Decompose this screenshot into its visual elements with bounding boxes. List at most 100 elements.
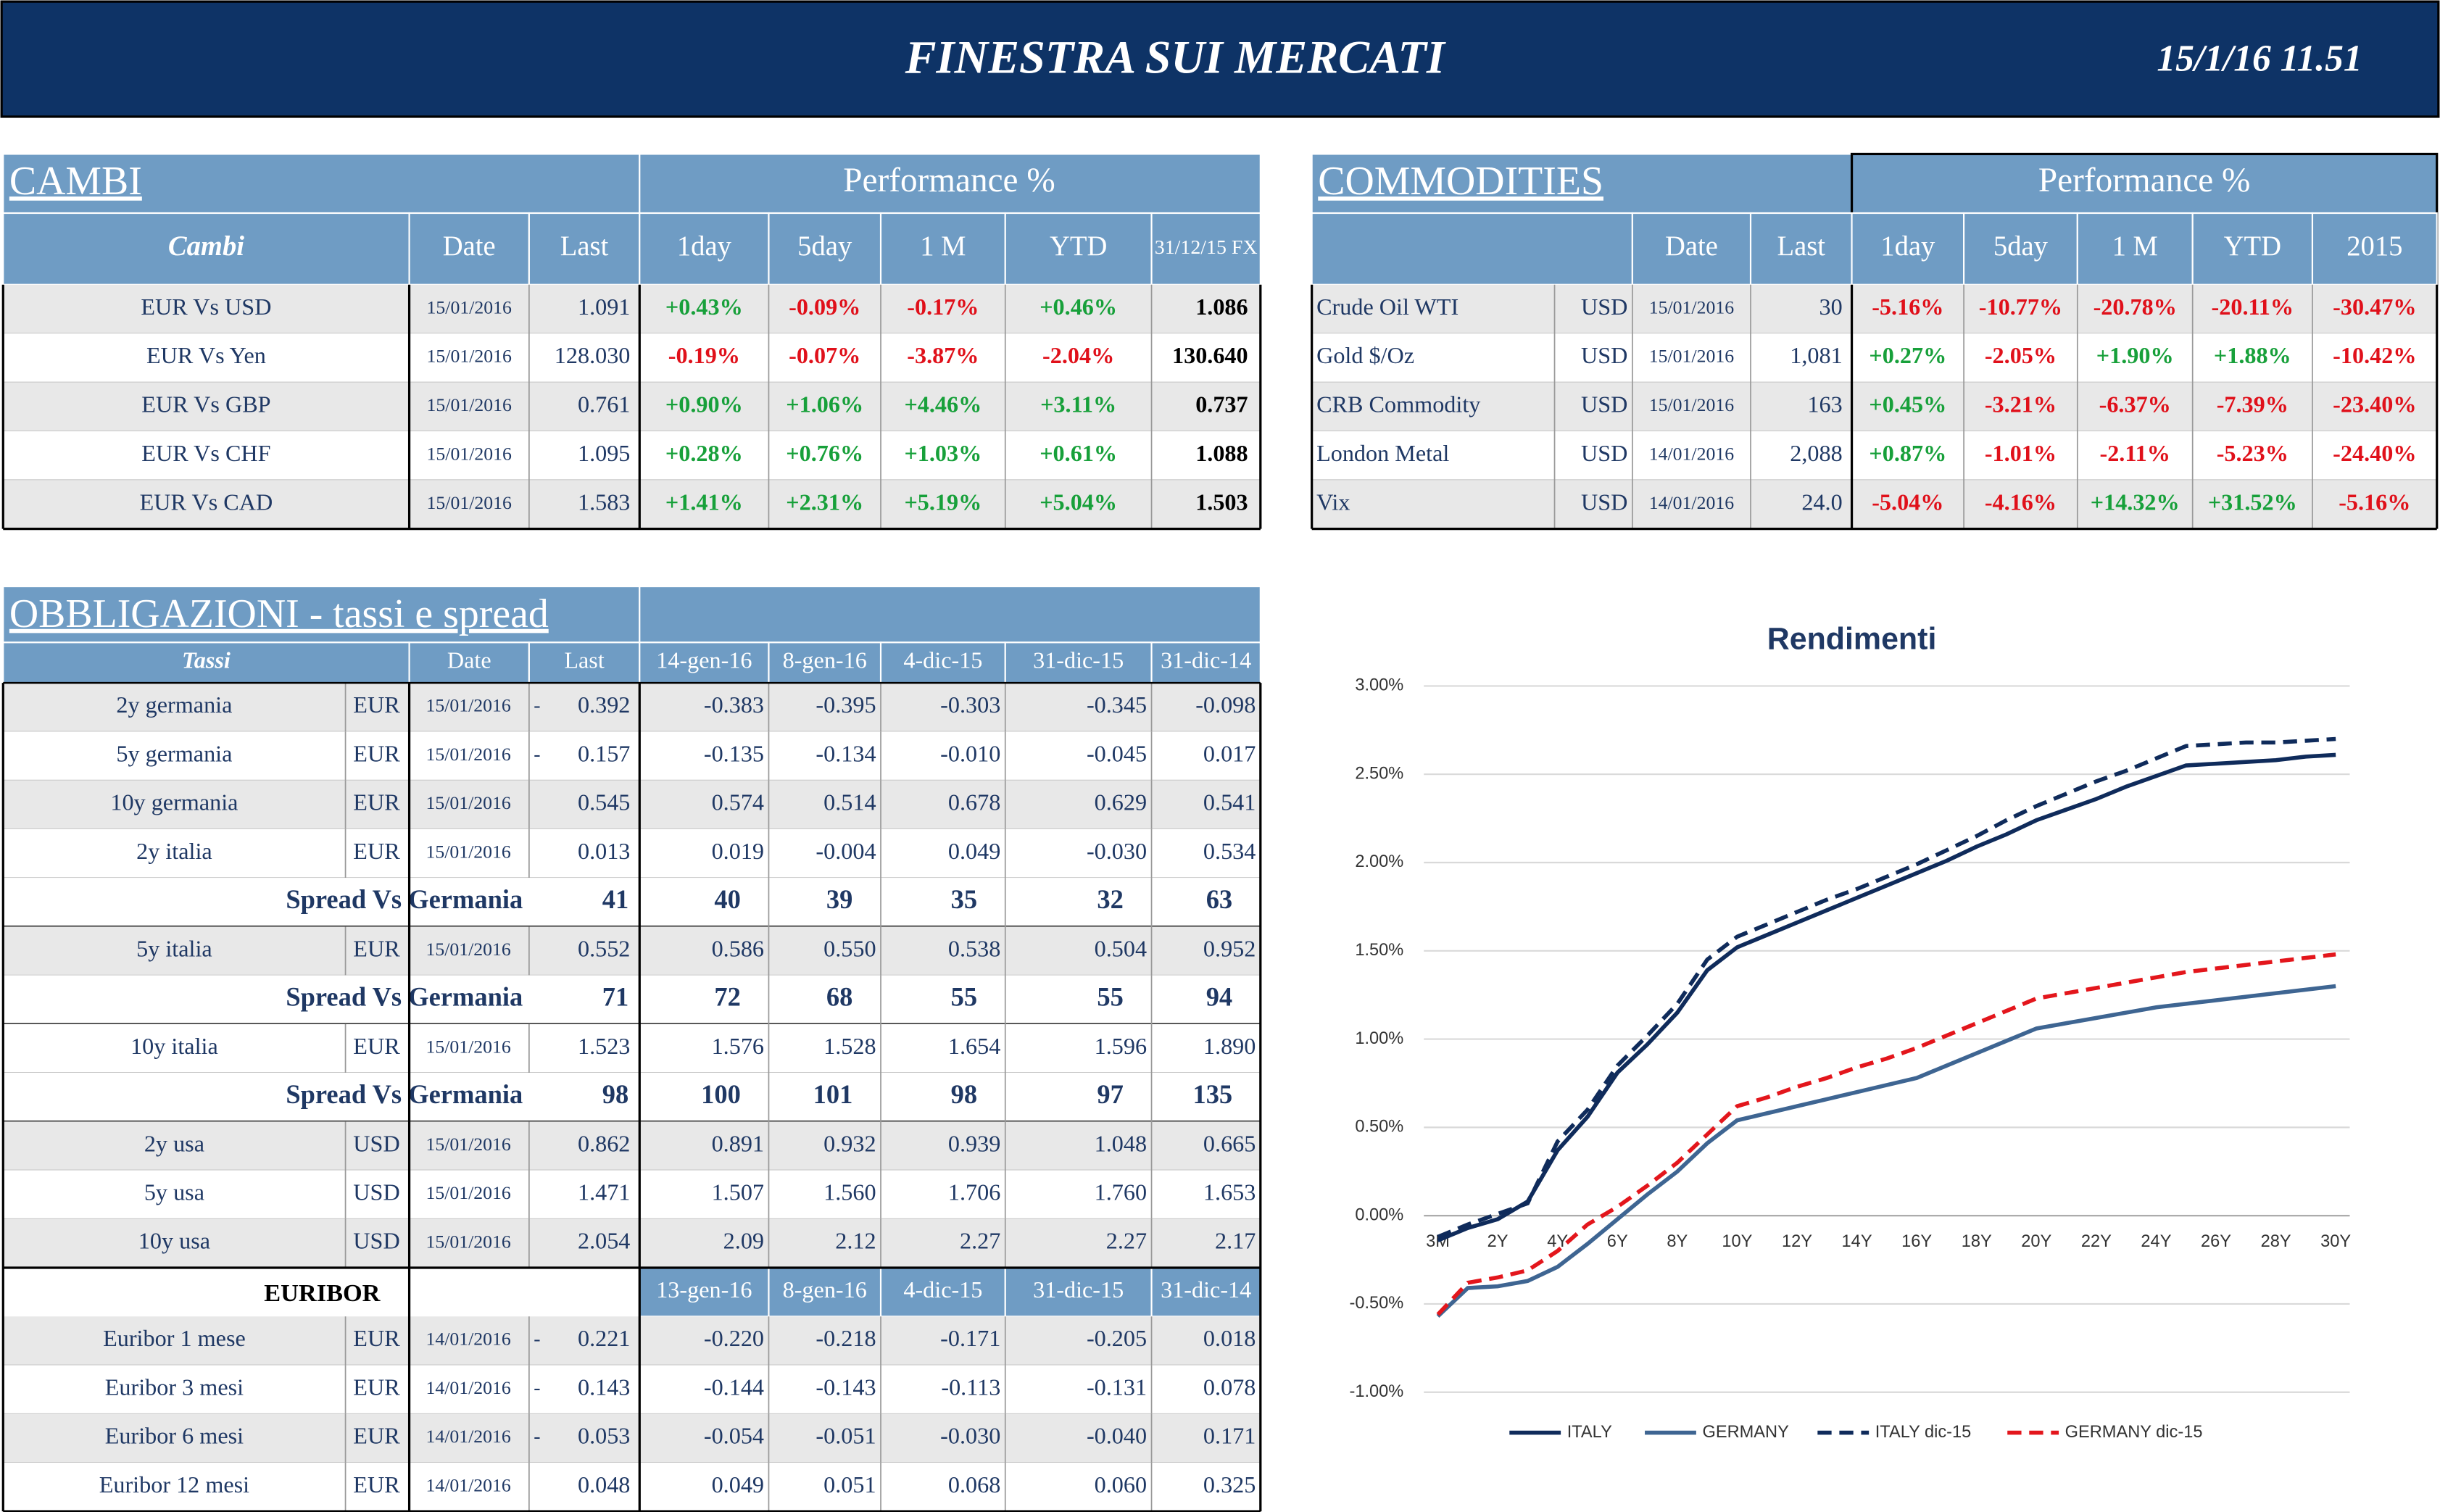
history-value: -0.218 [816, 1325, 876, 1351]
last: 2.054 [578, 1228, 630, 1254]
last: 0.048 [578, 1471, 630, 1498]
spread-history: 98 [951, 1079, 977, 1109]
column-header: Cambi [168, 231, 244, 262]
performance: +0.61% [1040, 440, 1117, 466]
currency: EUR [353, 789, 400, 815]
x-tick-label: 24Y [2141, 1232, 2171, 1251]
spread-history: 68 [826, 982, 852, 1012]
currency: USD [1581, 391, 1627, 418]
history-value: -0.098 [1195, 691, 1256, 718]
history-value: 0.325 [1203, 1471, 1256, 1498]
date: 15/01/2016 [426, 939, 510, 960]
pair-name: EUR Vs CHF [141, 440, 270, 466]
history-value: -0.131 [1087, 1374, 1147, 1400]
y-tick-label: 2.50% [1355, 764, 1403, 783]
row [3, 683, 1261, 732]
currency: USD [1581, 489, 1627, 515]
history-value: 0.629 [1095, 789, 1147, 815]
performance: +0.90% [665, 391, 743, 418]
history-value: 1.596 [1095, 1033, 1147, 1059]
performance: -5.23% [2217, 440, 2288, 466]
performance: +0.87% [1869, 440, 1946, 466]
spread-label: Spread Vs Germania [286, 982, 523, 1012]
legend-label: ITALY [1567, 1423, 1612, 1442]
date: 14/01/2016 [1649, 492, 1734, 513]
performance: -4.16% [1985, 489, 2057, 515]
last: 24.0 [1801, 489, 1842, 515]
legend-label: GERMANY dic-15 [2065, 1423, 2203, 1442]
history-value: 1.507 [712, 1179, 764, 1205]
instrument-name: 5y usa [144, 1179, 204, 1205]
sign: - [534, 1376, 540, 1399]
pair-name: EUR Vs Yen [146, 342, 266, 368]
currency: EUR [353, 1423, 400, 1449]
column-header: Date [443, 231, 496, 262]
row [3, 284, 1261, 334]
section-header [2, 586, 641, 644]
row [1311, 480, 2437, 529]
performance: +0.76% [786, 440, 863, 466]
column-header: 1day [1880, 231, 1935, 262]
x-tick-label: 26Y [2201, 1232, 2231, 1251]
currency: USD [353, 1228, 399, 1254]
history-value: 1.048 [1095, 1130, 1147, 1156]
performance: +1.41% [665, 489, 743, 515]
column-header: 31/12/15 FX [1155, 236, 1258, 259]
fx-value: 1.086 [1195, 294, 1248, 320]
y-tick-label: 1.00% [1355, 1029, 1403, 1048]
date: 14/01/2016 [1649, 443, 1734, 464]
history-value: 2.12 [835, 1228, 876, 1254]
row [1311, 382, 2437, 431]
date: 15/01/2016 [426, 1036, 510, 1057]
row [3, 382, 1261, 431]
history-value: 0.171 [1203, 1423, 1256, 1449]
column-header-cell [1004, 1266, 1153, 1318]
column-header: 8-gen-16 [783, 1276, 867, 1303]
currency: EUR [353, 691, 400, 718]
column-header: 31-dic-14 [1161, 1276, 1251, 1303]
group-header: Performance % [843, 162, 1055, 199]
spread-history: 55 [1097, 982, 1123, 1012]
column-header: Date [1665, 231, 1718, 262]
last: 1,081 [1790, 342, 1842, 368]
instrument-name: 2y germania [116, 691, 232, 718]
spread-label: Spread Vs Germania [286, 1079, 523, 1109]
section-header [1851, 153, 2438, 215]
sign: - [534, 743, 540, 765]
column-header: YTD [2224, 231, 2281, 262]
history-value: -0.303 [940, 691, 1000, 718]
column-header: YTD [1050, 231, 1107, 262]
date: 15/01/2016 [426, 841, 510, 862]
last: 1.095 [578, 440, 630, 466]
history-value: -0.134 [816, 740, 876, 766]
commodity-name: Vix [1316, 489, 1350, 515]
performance: -24.40% [2333, 440, 2416, 466]
column-header: Last [560, 231, 609, 262]
performance: +0.27% [1869, 342, 1946, 368]
instrument-name: Euribor 1 mese [103, 1325, 246, 1351]
last: 30 [1819, 294, 1842, 320]
history-value: -0.135 [704, 740, 764, 766]
row [3, 1073, 1261, 1122]
spread-history: 32 [1097, 884, 1123, 914]
row [3, 1023, 1261, 1073]
x-tick-label: 30Y [2320, 1232, 2351, 1251]
performance: -10.42% [2333, 342, 2416, 368]
column-header: 31-dic-15 [1033, 647, 1124, 673]
date: 15/01/2016 [427, 394, 512, 415]
performance: -5.16% [1872, 294, 1943, 320]
last: 1.583 [578, 489, 630, 515]
row [3, 828, 1261, 878]
commodity-name: Gold $/Oz [1316, 342, 1414, 368]
history-value: 1.528 [823, 1033, 876, 1059]
row [3, 480, 1261, 529]
date: 15/01/2016 [426, 792, 510, 813]
column-header-cell [2311, 212, 2438, 286]
performance: -0.09% [789, 294, 860, 320]
series-line [1437, 736, 2336, 1239]
history-value: -0.345 [1087, 691, 1147, 718]
column-header: Tassi [182, 647, 231, 673]
instrument-name: 5y italia [136, 935, 212, 961]
history-value: 0.019 [712, 838, 764, 864]
currency: USD [353, 1179, 399, 1205]
